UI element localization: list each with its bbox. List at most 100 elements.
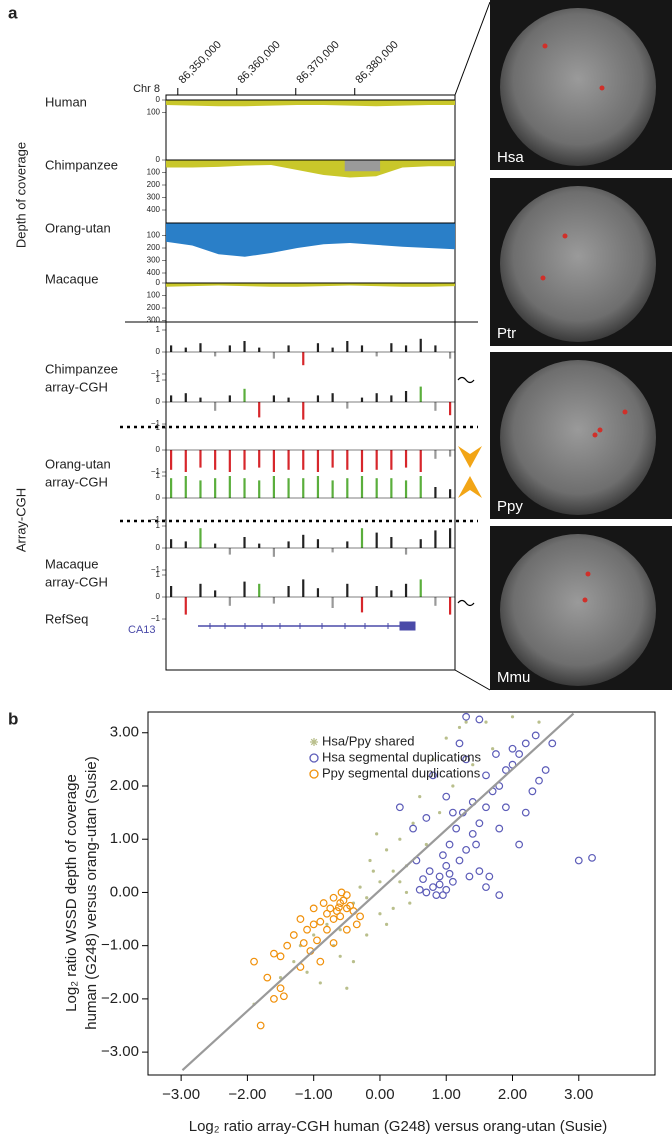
track-label: Human [45,94,87,109]
point [358,885,362,889]
cgh-bar [390,590,393,597]
point [448,808,457,817]
point [345,986,349,990]
tilde-symbol [457,376,475,384]
point [482,771,490,780]
point [442,861,451,870]
point [442,792,451,801]
coverage-overlay [344,160,381,172]
y-tick-label: 200 [147,303,161,312]
cgh-bar [434,450,437,459]
cgh-bar [243,388,246,402]
point [318,981,322,985]
point [371,869,375,873]
point [485,872,494,881]
cgh-bar [170,450,173,470]
point [356,912,364,921]
cgh-bar [449,402,452,416]
point [319,899,328,907]
point [492,750,500,758]
cgh-bar [214,450,217,470]
cgh-bar [287,478,290,498]
point [435,872,444,881]
point [351,960,356,964]
cgh-bar [375,478,378,498]
cgh-bar [449,528,452,548]
cgh-bar [243,341,246,352]
cgh-bar [434,597,437,606]
y-tick-label: 0 [156,155,161,164]
x-tick-label: 2.00 [498,1086,527,1103]
track-label: RefSeq [45,611,88,626]
cgh-bar [170,345,173,352]
cgh-bar [214,402,217,411]
point [475,867,484,876]
cgh-bar [346,478,349,498]
cgh-bar [375,532,378,548]
y-tick-label: 400 [147,268,161,277]
legend-symbol [310,738,318,746]
cgh-bar [404,583,408,597]
point [323,925,331,934]
point [270,949,278,958]
y-tick-label: 1 [156,423,161,432]
point [472,840,480,849]
fit-line [181,712,575,1072]
cgh-bar [258,347,261,352]
cgh-bar [360,345,364,352]
point [365,896,369,900]
cgh-bar [419,476,422,498]
cgh-bar [258,480,261,498]
point [365,933,369,937]
cgh-bar [170,539,173,548]
cgh-bar [375,352,378,357]
cgh-bar [316,395,320,402]
x-tick-label: 0.00 [365,1086,394,1103]
y-tick-label: 100 [147,108,161,117]
point [468,829,477,838]
cgh-bar [199,480,202,498]
point [471,763,475,767]
cgh-bar [360,528,364,548]
cgh-bar [375,586,378,597]
point [296,915,305,923]
cgh-bar [390,343,393,352]
cgh-bar [419,386,422,402]
y-tick-label: 200 [147,243,161,252]
x-tick-label: −3.00 [162,1086,200,1103]
point [501,803,510,812]
point [445,840,454,849]
coverage-area [166,160,455,178]
cgh-bar [184,347,187,352]
cgh-bar [258,402,261,418]
y-axis-title: human (G248) versus orang-utan (Susie) [83,756,100,1029]
y-tick-label: 300 [147,256,161,265]
point [398,837,402,841]
point [391,906,395,911]
point [431,757,435,761]
point [491,747,495,751]
cgh-bar [272,597,275,604]
cgh-bar [419,539,422,548]
cgh-bar [184,450,187,472]
cgh-bar [390,450,393,470]
point [415,885,424,894]
y-tick-label: −1 [151,369,161,378]
point [250,957,258,966]
point [325,922,329,926]
point [484,720,488,724]
legend-symbol [309,769,319,779]
y-tick-label: 1 [156,570,161,579]
track-label: Orang-utan [45,456,111,471]
point [422,814,431,822]
x-tick-label: −2.00 [228,1086,266,1103]
cgh-bar [449,489,452,498]
cgh-bar [419,450,422,472]
point [336,912,345,921]
cgh-bar [272,548,275,557]
y-tick-label: −1 [151,565,161,574]
y-tick-label: 0 [156,445,161,454]
point [448,877,457,886]
coverage-area [166,100,455,107]
